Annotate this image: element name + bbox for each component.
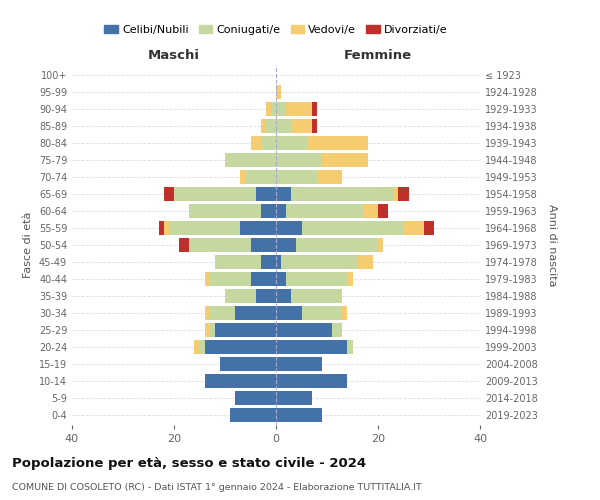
Bar [378,238,383,252]
Bar [286,272,347,286]
Bar [347,272,353,286]
Bar [256,289,276,303]
Bar [199,340,205,354]
Bar [322,153,368,167]
Bar [220,357,276,371]
Bar [164,221,169,235]
Bar [276,357,322,371]
Bar [215,255,260,269]
Bar [271,102,276,116]
Bar [179,238,190,252]
Bar [210,306,235,320]
Bar [169,221,240,235]
Bar [276,272,286,286]
Bar [276,187,292,201]
Bar [276,136,307,150]
Y-axis label: Fasce di età: Fasce di età [23,212,33,278]
Bar [235,306,276,320]
Bar [276,391,312,405]
Bar [292,289,342,303]
Legend: Celibi/Nubili, Coniugati/e, Vedovi/e, Divorziati/e: Celibi/Nubili, Coniugati/e, Vedovi/e, Di… [100,20,452,39]
Bar [260,136,276,150]
Text: Femmine: Femmine [344,48,412,62]
Bar [276,306,302,320]
Text: COMUNE DI COSOLETO (RC) - Dati ISTAT 1° gennaio 2024 - Elaborazione TUTTITALIA.I: COMUNE DI COSOLETO (RC) - Dati ISTAT 1° … [12,482,422,492]
Bar [205,374,276,388]
Bar [312,102,317,116]
Bar [378,204,388,218]
Bar [424,221,434,235]
Bar [342,306,347,320]
Bar [260,204,276,218]
Bar [286,102,312,116]
Bar [358,255,373,269]
Bar [194,340,199,354]
Bar [286,204,362,218]
Bar [276,340,347,354]
Bar [205,340,276,354]
Bar [312,119,317,133]
Bar [307,136,368,150]
Bar [296,238,378,252]
Bar [276,102,286,116]
Bar [225,153,276,167]
Bar [260,119,266,133]
Bar [276,289,292,303]
Bar [210,272,251,286]
Bar [240,170,245,184]
Bar [398,187,409,201]
Bar [158,221,164,235]
Bar [317,170,342,184]
Text: Maschi: Maschi [148,48,200,62]
Bar [210,323,215,337]
Bar [205,306,210,320]
Bar [164,187,174,201]
Bar [292,187,394,201]
Bar [276,221,302,235]
Y-axis label: Anni di nascita: Anni di nascita [547,204,557,286]
Bar [302,221,404,235]
Bar [174,187,256,201]
Bar [245,170,276,184]
Bar [276,238,296,252]
Bar [276,204,286,218]
Bar [240,221,276,235]
Bar [276,255,281,269]
Bar [251,136,260,150]
Bar [276,323,332,337]
Bar [276,119,292,133]
Bar [256,187,276,201]
Bar [251,272,276,286]
Bar [281,255,358,269]
Bar [251,238,276,252]
Bar [266,119,276,133]
Bar [205,323,210,337]
Bar [276,153,322,167]
Bar [205,272,210,286]
Bar [302,306,342,320]
Bar [215,323,276,337]
Bar [292,119,312,133]
Bar [266,102,271,116]
Bar [276,408,322,422]
Bar [276,85,281,99]
Bar [190,204,260,218]
Bar [347,340,353,354]
Text: Popolazione per età, sesso e stato civile - 2024: Popolazione per età, sesso e stato civil… [12,458,366,470]
Bar [276,374,347,388]
Bar [404,221,424,235]
Bar [362,204,378,218]
Bar [394,187,398,201]
Bar [230,408,276,422]
Bar [235,391,276,405]
Bar [190,238,251,252]
Bar [260,255,276,269]
Bar [225,289,256,303]
Bar [276,170,317,184]
Bar [332,323,342,337]
